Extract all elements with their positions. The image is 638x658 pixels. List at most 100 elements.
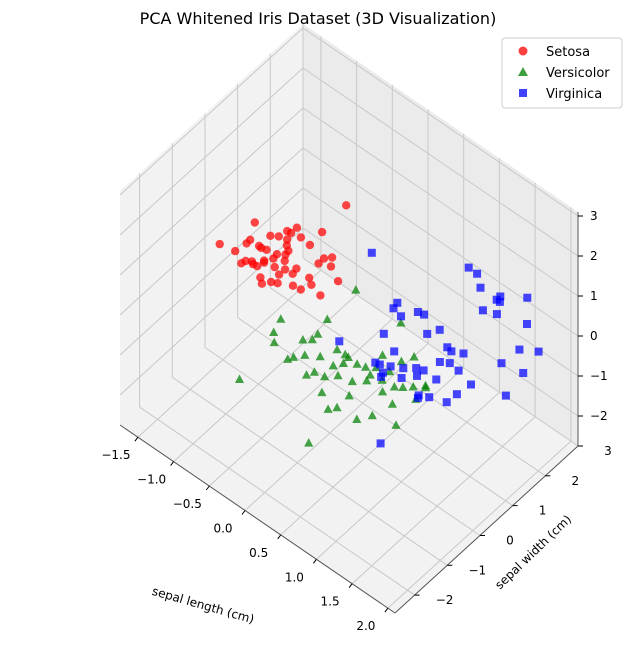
- x-tick-label: 2.0: [356, 619, 375, 633]
- grid-line-z-back: [302, 67, 579, 257]
- point-virginica: [442, 398, 451, 407]
- x-tick-label: 0.0: [213, 522, 232, 536]
- point-setosa: [274, 270, 284, 279]
- grid-line-y-floor: [172, 376, 448, 566]
- point-versicolor: [384, 366, 395, 376]
- grid-line-z-back: [302, 147, 579, 337]
- point-versicolor: [332, 402, 342, 412]
- y-tick-label: 2: [571, 474, 579, 488]
- point-virginica: [445, 359, 454, 368]
- point-versicolor: [269, 337, 279, 347]
- point-versicolor: [338, 358, 348, 367]
- point-versicolor: [387, 399, 397, 408]
- z-tick-label: −2: [590, 409, 608, 423]
- data-points: [215, 201, 543, 448]
- point-virginica: [412, 364, 421, 373]
- point-virginica: [378, 368, 387, 377]
- grid-line-z-left: [119, 107, 304, 276]
- x-tick-mark: [241, 510, 246, 515]
- x-tick-mark: [384, 607, 389, 613]
- point-versicolor: [352, 414, 362, 423]
- point-versicolor: [332, 344, 342, 354]
- point-setosa: [288, 281, 298, 290]
- z-tick-label: −1: [590, 369, 608, 383]
- point-virginica: [534, 347, 543, 356]
- tick-labels: −1.5 −1.0 −0.5 0.0 0.5 1.0 1.5 2.0 −2 −1 0 1 2 3 −2 −1 0…: [101, 209, 611, 633]
- point-versicolor: [398, 382, 408, 391]
- point-setosa: [282, 241, 291, 250]
- point-virginica: [425, 393, 434, 402]
- point-setosa: [280, 265, 290, 274]
- point-setosa: [259, 258, 269, 267]
- grid-line-y-floor: [237, 317, 513, 507]
- point-versicolor: [315, 351, 325, 361]
- point-setosa: [327, 253, 337, 262]
- point-versicolor: [307, 334, 317, 344]
- point-setosa: [242, 239, 251, 248]
- grid-line-x-floor: [244, 343, 429, 511]
- point-virginica: [377, 372, 386, 381]
- grid-line-z-back: [302, 27, 579, 217]
- point-versicolor: [344, 390, 354, 400]
- y-axis-line: [394, 445, 579, 614]
- point-versicolor: [304, 438, 314, 447]
- point-virginica: [447, 347, 456, 356]
- point-setosa: [256, 273, 265, 282]
- point-setosa: [280, 256, 289, 266]
- x-tick-mark: [205, 485, 210, 491]
- legend-marker-setosa: [518, 46, 528, 56]
- point-virginica: [523, 293, 532, 302]
- point-setosa: [270, 262, 279, 272]
- point-versicolor: [333, 370, 343, 380]
- point-virginica: [397, 312, 405, 321]
- point-setosa: [305, 240, 315, 250]
- point-setosa: [262, 245, 271, 254]
- point-versicolor: [313, 329, 323, 338]
- point-setosa: [253, 261, 262, 271]
- y-tick-label: 1: [539, 504, 547, 518]
- x-tick-label: −0.5: [173, 497, 202, 511]
- point-versicolor: [328, 360, 338, 370]
- point-virginica: [413, 308, 422, 316]
- point-versicolor: [343, 352, 353, 361]
- grid-line-x-floor: [208, 318, 393, 487]
- point-versicolor: [391, 420, 401, 429]
- point-versicolor: [298, 335, 308, 344]
- grid-line-z-left: [119, 67, 304, 236]
- point-versicolor: [377, 386, 388, 396]
- point-versicolor: [322, 314, 332, 323]
- point-setosa: [296, 285, 305, 294]
- grid-line-x-floor: [351, 416, 536, 585]
- x-axis-line: [119, 424, 396, 614]
- point-versicolor: [362, 375, 372, 385]
- point-versicolor: [377, 350, 388, 359]
- point-setosa: [314, 259, 323, 268]
- grid-line-y-floor: [204, 347, 481, 536]
- point-versicolor: [365, 370, 375, 379]
- y-axis-label: sepal width (cm): [492, 512, 574, 592]
- grid-line-x-floor: [316, 391, 500, 560]
- x-tick-mark: [312, 558, 317, 564]
- point-setosa: [266, 231, 275, 240]
- point-virginica: [435, 325, 444, 334]
- point-virginica: [467, 380, 475, 389]
- x-tick-label: −1.5: [101, 448, 130, 462]
- point-virginica: [478, 306, 487, 315]
- grid-line-z-left: [119, 27, 304, 196]
- point-virginica: [473, 269, 482, 278]
- point-virginica: [413, 393, 422, 402]
- point-virginica: [335, 337, 344, 346]
- point-versicolor: [317, 387, 327, 397]
- z-tick-label: 3: [590, 209, 598, 223]
- point-versicolor: [276, 314, 286, 323]
- x-tick-mark: [134, 436, 139, 442]
- grid-line-z-back: [302, 187, 579, 377]
- point-versicolor: [420, 380, 431, 390]
- legend-label-versicolor: Versicolor: [546, 66, 610, 81]
- point-virginica: [371, 358, 380, 367]
- point-setosa: [254, 241, 264, 251]
- point-virginica: [390, 347, 399, 356]
- y-tick-label: −1: [468, 563, 486, 577]
- grid-line-x-floor: [137, 269, 322, 438]
